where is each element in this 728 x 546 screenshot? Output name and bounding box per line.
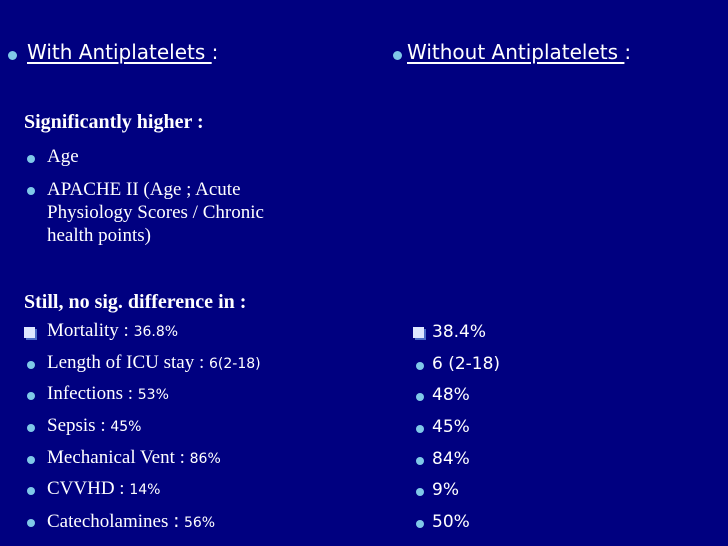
checkbox-icon xyxy=(413,327,424,338)
row-length-icu: Length of ICU stay : 6(2-18) xyxy=(47,352,261,374)
left-heading-colon: : xyxy=(211,40,219,64)
bullet-dot-icon xyxy=(416,520,424,528)
right-value-mortality: 38.4% xyxy=(432,322,487,342)
row-label: CVVHD : xyxy=(47,478,130,499)
higher-label: Significantly higher : xyxy=(24,111,204,133)
right-heading-colon: : xyxy=(624,40,632,64)
row-sepsis: Sepsis : 45% xyxy=(47,415,141,437)
row-label: Mortality : xyxy=(47,320,134,341)
row-value: 6(2-18) xyxy=(209,356,261,372)
bullet-dot-icon xyxy=(27,392,35,400)
right-value-catecholamines: 50% xyxy=(432,512,470,532)
row-infections: Infections : 53% xyxy=(47,383,169,405)
checkbox-icon xyxy=(24,327,35,338)
right-value-length-icu: 6 (2-18) xyxy=(432,354,501,374)
left-heading: With Antiplatelets : xyxy=(27,40,218,64)
bullet-dot-icon xyxy=(416,457,424,465)
bullet-dot-icon xyxy=(8,51,17,60)
row-label: Infections : xyxy=(47,383,138,404)
higher-item-apache: APACHE II (Age ; Acute Physiology Scores… xyxy=(47,179,264,246)
bullet-dot-icon xyxy=(27,187,35,195)
bullet-dot-icon xyxy=(27,456,35,464)
row-value: 53% xyxy=(137,387,169,403)
right-value-mechanical-vent: 84% xyxy=(432,449,470,469)
row-mortality: Mortality : 36.8% xyxy=(47,320,178,342)
row-value: 36.8% xyxy=(133,324,179,340)
higher-item-age: Age xyxy=(47,146,79,167)
row-cvvhd: CVVHD : 14% xyxy=(47,478,160,500)
row-label: Sepsis : xyxy=(47,415,111,436)
row-label: Mechanical Vent : xyxy=(47,447,190,468)
left-heading-text: With Antiplatelets xyxy=(27,40,212,64)
right-heading: Without Antiplatelets : xyxy=(407,40,631,64)
bullet-dot-icon xyxy=(27,361,35,369)
bullet-dot-icon xyxy=(416,393,424,401)
bullet-dot-icon xyxy=(27,487,35,495)
right-value-cvvhd: 9% xyxy=(432,480,459,500)
row-mechanical-vent: Mechanical Vent : 86% xyxy=(47,447,221,469)
bullet-dot-icon xyxy=(27,424,35,432)
bullet-dot-icon xyxy=(393,51,402,60)
bullet-dot-icon xyxy=(416,362,424,370)
row-value: 56% xyxy=(179,515,216,531)
row-value: 45% xyxy=(110,419,142,435)
bullet-dot-icon xyxy=(416,488,424,496)
right-value-infections: 48% xyxy=(432,385,470,405)
row-catecholamines: Catecholamines : 56% xyxy=(47,510,215,533)
bullet-dot-icon xyxy=(27,519,35,527)
row-value: 14% xyxy=(129,482,161,498)
right-value-sepsis: 45% xyxy=(432,417,470,437)
row-colon: : xyxy=(173,510,180,532)
row-value: 86% xyxy=(189,451,221,467)
row-label: Length of ICU stay : xyxy=(47,352,210,373)
bullet-dot-icon xyxy=(27,155,35,163)
right-heading-text: Without Antiplatelets xyxy=(407,40,625,64)
bullet-dot-icon xyxy=(416,425,424,433)
row-label: Catecholamines xyxy=(47,511,174,532)
nosig-label: Still, no sig. difference in : xyxy=(24,291,247,313)
